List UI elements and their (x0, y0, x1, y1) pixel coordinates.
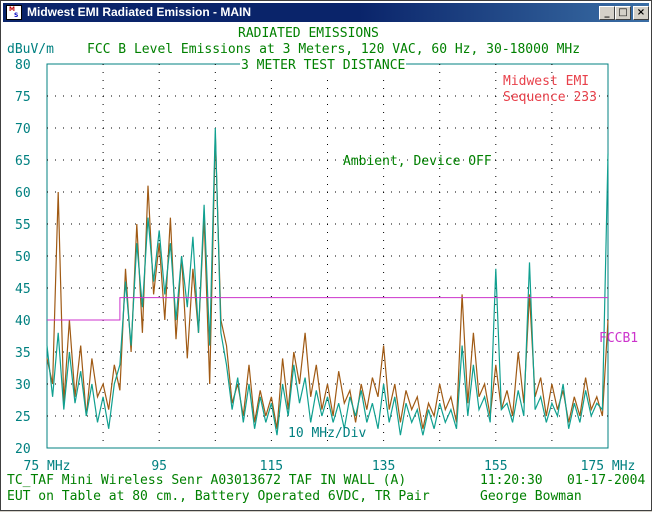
footer-time: 11:20:30 (480, 473, 543, 488)
plot-grid (47, 64, 608, 448)
footer-eut-info: EUT on Table at 80 cm., Battery Operated… (7, 489, 430, 504)
test-distance-label: 3 METER TEST DISTANCE (240, 58, 407, 73)
minimize-button[interactable]: _ (599, 6, 615, 20)
limit-line (47, 297, 608, 321)
y-axis-unit-label: dBuV/m (7, 42, 54, 57)
y-tick-label: 40 (15, 314, 31, 329)
x-tick-label: 155 (484, 459, 507, 474)
chart-title: RADIATED EMISSIONS (238, 26, 379, 41)
app-logo-icon[interactable]: M S (6, 5, 22, 20)
ambient-legend-label: Ambient, Device OFF (343, 154, 492, 169)
x-axis-tick-labels: 75 MHz 95 115 135 155 175 MHz (24, 459, 636, 474)
footer-test-info: TC_TAF Mini Wireless Senr A03013672 TAF … (7, 473, 407, 488)
x-division-label: 10 MHz/Div (288, 426, 367, 441)
company-label: Midwest EMI (503, 74, 590, 89)
y-tick-label: 65 (15, 154, 31, 169)
x-tick-label: 175 MHz (581, 459, 636, 474)
footer-operator: George Bowman (480, 489, 582, 504)
chart-subtitle: FCC B Level Emissions at 3 Meters, 120 V… (87, 42, 581, 57)
y-tick-label: 45 (15, 282, 31, 297)
app-logo-letter-s: S (14, 12, 19, 19)
title-bar[interactable]: M S Midwest EMI Radiated Emission - MAIN… (3, 3, 649, 22)
window-title: Midwest EMI Radiated Emission - MAIN (27, 5, 252, 19)
device-trace (46, 134, 609, 429)
plot-traces (46, 127, 609, 436)
sequence-label: Sequence 233 (503, 90, 597, 105)
x-tick-label: 115 (260, 459, 283, 474)
y-tick-label: 75 (15, 90, 31, 105)
y-tick-label: 55 (15, 218, 31, 233)
x-tick-label: 75 MHz (24, 459, 71, 474)
y-tick-label: 70 (15, 122, 31, 137)
y-tick-label: 50 (15, 250, 31, 265)
y-tick-label: 80 (15, 58, 31, 73)
y-tick-label: 20 (15, 442, 31, 457)
limit-line-label: FCCB1 (599, 331, 639, 346)
y-tick-label: 35 (15, 346, 31, 361)
y-tick-label: 30 (15, 378, 31, 393)
footer-date: 01-17-2004 (567, 473, 646, 488)
x-tick-label: 95 (151, 459, 167, 474)
y-tick-label: 25 (15, 410, 31, 425)
y-tick-label: 60 (15, 186, 31, 201)
ambient-trace (46, 127, 609, 436)
close-button[interactable]: × (633, 6, 649, 20)
x-tick-label: 135 (372, 459, 395, 474)
y-axis-tick-labels: 20 25 30 35 40 45 50 55 60 65 70 75 80 (15, 58, 31, 457)
maximize-button[interactable]: □ (615, 6, 631, 20)
app-logo-letter-m: M (9, 6, 15, 13)
